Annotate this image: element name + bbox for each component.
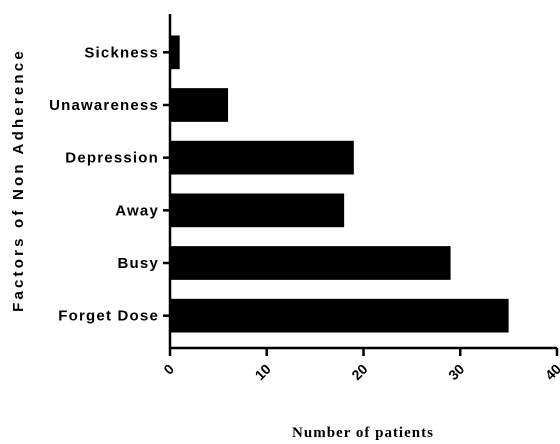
category-label: Busy xyxy=(118,255,159,272)
y-axis-title: Factors of Non Adherence xyxy=(10,48,27,312)
bar-forget-dose xyxy=(170,298,509,333)
bar-depression xyxy=(170,140,354,175)
category-label: Depression xyxy=(65,150,159,167)
bar-unawareness xyxy=(170,88,229,122)
category-label: Forget Dose xyxy=(58,308,159,325)
x-tick-label: 20 xyxy=(348,361,370,383)
category-label: Unawareness xyxy=(49,97,159,114)
bars xyxy=(170,35,509,333)
x-ticks xyxy=(168,348,559,356)
x-tick-label: 10 xyxy=(252,361,274,383)
x-tick-label: 40 xyxy=(542,361,560,383)
x-tick-label: 30 xyxy=(445,361,467,383)
x-tick-labels: 0 10 20 30 40 xyxy=(160,361,560,383)
x-tick-label: 0 xyxy=(160,361,177,378)
bar-busy xyxy=(170,246,451,280)
category-label: Away xyxy=(115,202,159,219)
x-axis-title: Number of patients xyxy=(292,425,434,441)
category-label: Sickness xyxy=(84,44,159,61)
category-labels: Sickness Unawareness Depression Away Busy For… xyxy=(49,44,170,325)
bar-sickness xyxy=(170,35,180,70)
bar-away xyxy=(170,193,345,228)
